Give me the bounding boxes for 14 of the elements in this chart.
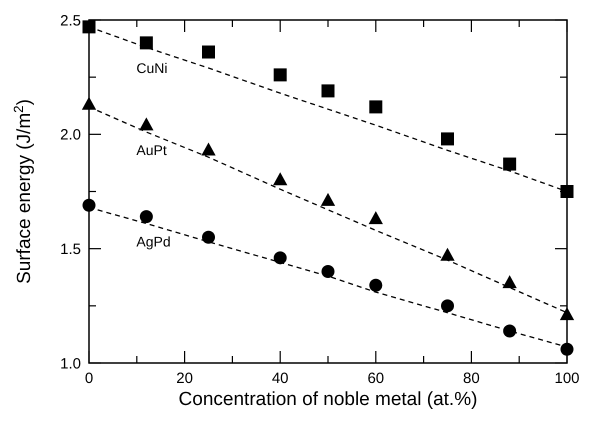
series-label: CuNi <box>136 60 168 76</box>
y-tick-label: 2.5 <box>60 12 81 30</box>
y-tick-label: 2.0 <box>60 126 81 144</box>
series-label: AgPd <box>136 234 171 250</box>
y-tick-label: 1.0 <box>60 355 81 372</box>
y-tick-label: 1.5 <box>60 240 81 258</box>
x-tick-label: 100 <box>554 370 580 387</box>
x-tick-label: 0 <box>84 370 94 387</box>
x-tick-label: 40 <box>272 370 289 387</box>
x-tick-label: 80 <box>463 370 480 387</box>
x-tick-label: 20 <box>176 370 193 387</box>
x-tick-label: 60 <box>367 370 384 387</box>
series-label: AuPt <box>136 142 167 158</box>
x-axis-title: Concentration of noble metal (at.%) <box>178 389 478 410</box>
